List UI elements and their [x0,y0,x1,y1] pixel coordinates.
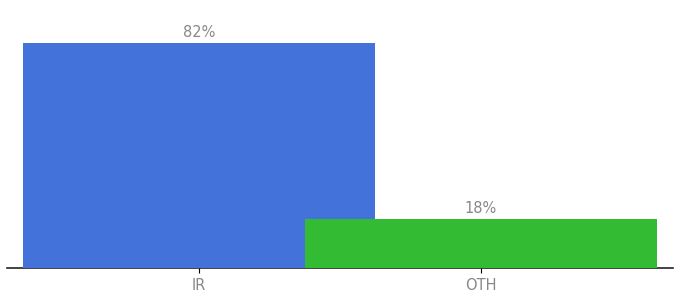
Bar [305,219,657,268]
Text: 18%: 18% [465,201,497,216]
Bar [23,43,375,268]
Text: 82%: 82% [183,25,216,40]
